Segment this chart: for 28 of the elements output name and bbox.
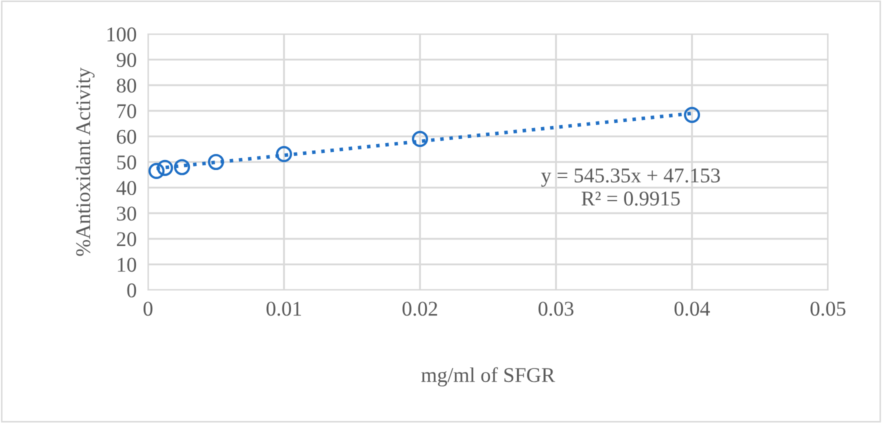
y-axis-title: %Antioxidant Activity xyxy=(76,67,95,256)
point xyxy=(174,159,190,176)
x-tick-label: 0.02 xyxy=(402,302,438,316)
annotation: y = 545.35x + 47.153 xyxy=(541,168,720,187)
point xyxy=(412,130,428,148)
y-tick-label: 50 xyxy=(117,155,136,170)
point xyxy=(276,146,292,162)
y-tick-label: 0 xyxy=(127,283,136,298)
point xyxy=(684,106,700,123)
x-axis-title: mg/ml of SFGR xyxy=(421,367,556,386)
point xyxy=(148,162,165,180)
y-tick-label: 90 xyxy=(116,52,136,68)
y-tick-label: 20 xyxy=(116,232,136,246)
x-tick-label: 0.01 xyxy=(266,302,301,316)
y-tick-label: 40 xyxy=(116,180,136,196)
y-tick-label: 100 xyxy=(107,27,136,42)
annotation: R² = 0.9915 xyxy=(582,192,680,206)
x-tick-label: 0.04 xyxy=(674,302,710,316)
y-tick-label: 70 xyxy=(117,104,136,118)
point xyxy=(208,154,224,170)
y-tick-label: 60 xyxy=(116,130,136,144)
x-tick-label: 0 xyxy=(144,302,152,316)
x-tick-label: 0.05 xyxy=(810,302,846,316)
x-tick-label: 0.03 xyxy=(538,302,574,316)
y-tick-label: 30 xyxy=(117,206,136,221)
point xyxy=(156,160,174,176)
y-tick-label: 80 xyxy=(116,78,136,93)
y-tick-label: 10 xyxy=(118,258,136,272)
